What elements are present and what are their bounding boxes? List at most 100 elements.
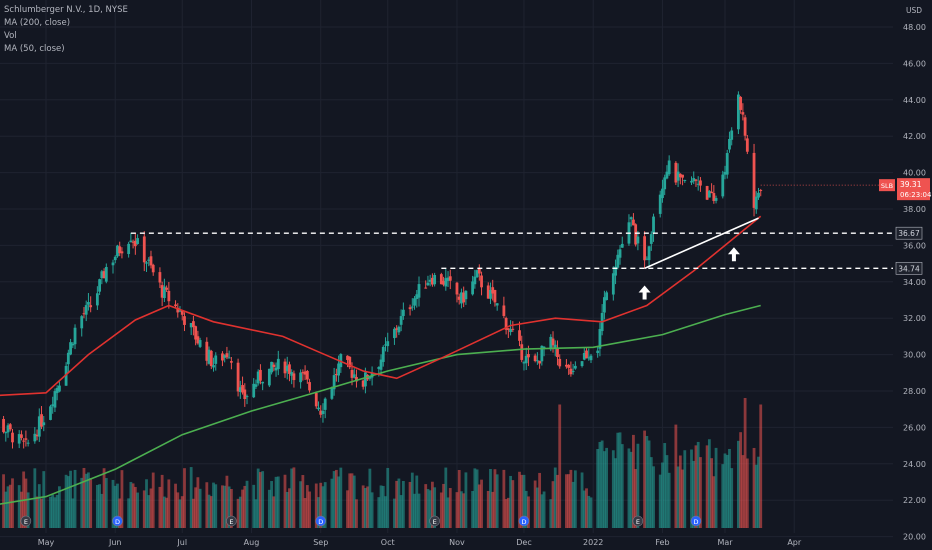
- volume-bar: [399, 495, 403, 528]
- volume-bar: [252, 484, 256, 528]
- candle: [283, 358, 287, 378]
- currency-label: USD: [905, 6, 922, 15]
- candle-body: [53, 391, 57, 408]
- candle: [509, 320, 512, 336]
- volume-bar: [542, 491, 546, 528]
- ma50-line: [0, 215, 762, 397]
- candle: [663, 174, 667, 196]
- candle: [504, 316, 508, 335]
- candle-body: [582, 353, 586, 360]
- candle: [120, 247, 124, 259]
- candle-body: [401, 309, 405, 317]
- volume-bar: [339, 467, 343, 528]
- candle: [696, 176, 700, 191]
- ma50-legend-item[interactable]: MA (50, close): [4, 44, 65, 54]
- candle: [721, 170, 725, 199]
- volume-bar: [397, 478, 401, 528]
- candle-body: [683, 179, 687, 181]
- candle: [614, 259, 617, 285]
- candle: [712, 185, 716, 204]
- candle: [49, 404, 52, 421]
- volume-bar: [136, 492, 139, 528]
- candle-body: [272, 364, 276, 367]
- volume-bar: [417, 493, 421, 528]
- candle-body: [355, 377, 358, 382]
- volume-bar: [448, 488, 452, 528]
- candle-body: [80, 316, 84, 329]
- candle-body: [415, 294, 419, 299]
- candle-body: [705, 185, 709, 200]
- volume-bar: [346, 490, 349, 528]
- candle: [620, 236, 624, 248]
- volume-bar: [431, 481, 434, 528]
- volume-bar: [491, 491, 495, 528]
- volume-bar: [276, 476, 280, 528]
- volume-bar: [386, 467, 390, 528]
- candle: [439, 272, 443, 285]
- candle: [473, 269, 477, 289]
- volume-bar: [259, 472, 262, 528]
- candle: [580, 361, 584, 368]
- volume-bar: [20, 491, 23, 528]
- candle: [116, 244, 119, 258]
- candle-body: [196, 336, 200, 344]
- candle: [151, 263, 155, 276]
- candle-body: [384, 344, 387, 346]
- candle-body: [308, 382, 311, 391]
- candle: [535, 352, 539, 365]
- candle: [567, 363, 571, 375]
- volume-bar: [194, 487, 198, 528]
- candle-body: [368, 376, 372, 379]
- candle-body: [11, 432, 14, 443]
- volume-bar: [361, 485, 365, 528]
- symbol-title[interactable]: Schlumberger N.V., 1D, NYSE: [4, 5, 128, 15]
- candle: [629, 216, 633, 227]
- candle: [571, 363, 575, 375]
- candle: [424, 280, 428, 289]
- candle: [317, 401, 320, 411]
- volume-bar: [35, 496, 39, 528]
- candle-body: [212, 365, 215, 368]
- candle-body: [462, 292, 466, 303]
- volume-bar: [573, 470, 577, 528]
- candle-body: [73, 327, 77, 345]
- candle: [737, 91, 740, 135]
- ticker-badge: [879, 179, 895, 192]
- volume-bar: [116, 483, 119, 528]
- candle-body: [8, 424, 12, 430]
- ma200-legend-item[interactable]: MA (200, close): [4, 18, 71, 28]
- candle-body: [379, 359, 383, 370]
- candle-body: [444, 278, 448, 287]
- candle: [348, 356, 352, 370]
- candle: [254, 379, 258, 389]
- volume-bar: [634, 469, 638, 528]
- candle: [73, 324, 77, 350]
- candle-body: [361, 380, 365, 387]
- volume-bar: [446, 497, 450, 528]
- candle-body: [51, 404, 55, 407]
- volume-bar: [214, 484, 218, 528]
- candle: [149, 250, 153, 269]
- volume-bar: [167, 479, 171, 528]
- volume-bar: [699, 457, 702, 528]
- candle-body: [4, 432, 8, 434]
- volume-bar: [598, 441, 602, 528]
- volume-bar: [87, 472, 90, 528]
- candle-body: [580, 361, 584, 367]
- candle-body: [397, 326, 401, 333]
- candle-body: [754, 196, 758, 210]
- candle-body: [22, 440, 26, 442]
- volume-bar: [368, 468, 372, 528]
- candle-body: [460, 292, 463, 304]
- volume-legend-item[interactable]: Vol: [4, 31, 17, 41]
- candle-body: [663, 177, 667, 190]
- candle-body: [652, 216, 655, 234]
- candle: [319, 405, 323, 418]
- price-badge: [897, 178, 930, 201]
- candle-body: [611, 273, 615, 295]
- candle: [649, 231, 653, 251]
- volume-bar: [587, 495, 591, 528]
- volume-bar: [408, 481, 412, 528]
- candle: [381, 345, 385, 367]
